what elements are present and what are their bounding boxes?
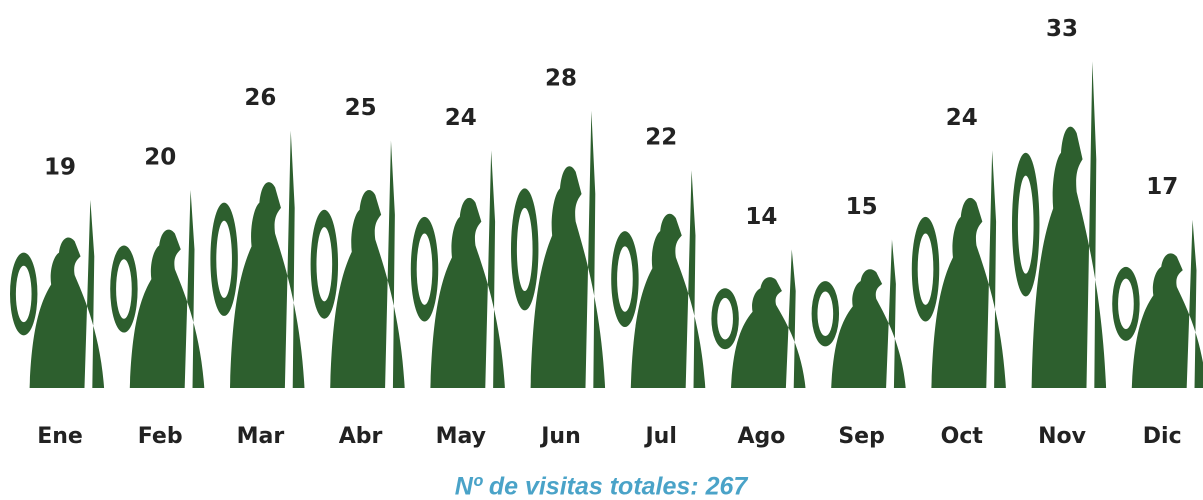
pictogram	[110, 190, 204, 388]
value-label: 28	[545, 65, 577, 91]
pictogram	[511, 111, 605, 388]
x-tick-label: Ene	[37, 424, 83, 449]
value-label: 24	[946, 105, 978, 131]
x-tick-label: Dic	[1143, 424, 1182, 449]
x-tick-label: Nov	[1038, 424, 1087, 449]
x-tick-label: Abr	[339, 424, 383, 449]
value-label: 26	[244, 85, 276, 111]
footer: Nº de visitas totales: 267	[455, 473, 749, 500]
pictogram	[812, 240, 906, 389]
value-label: 25	[345, 95, 377, 121]
value-label: 19	[44, 154, 76, 180]
x-tick-label: Oct	[941, 424, 984, 449]
value-label: 33	[1046, 16, 1078, 42]
pictogram	[210, 131, 304, 388]
x-tick-label: Jul	[644, 424, 677, 449]
value-label: 17	[1146, 174, 1178, 200]
x-tick-label: Mar	[237, 424, 285, 449]
pictogram	[1112, 220, 1203, 388]
value-label: 15	[846, 194, 878, 220]
pictogram	[311, 141, 405, 389]
pictogram	[711, 249, 805, 388]
pictogram	[1012, 61, 1106, 388]
pictogram	[611, 170, 705, 388]
x-tick-label: May	[436, 424, 486, 449]
x-tick-label: Ago	[737, 424, 785, 449]
x-tick-label: Feb	[138, 424, 183, 449]
x-tick-label: Jun	[539, 424, 581, 449]
chart: Nº de visitas totales: 267 19 Ene 20 Feb 26 M…	[0, 0, 1203, 500]
x-tick-label: Sep	[838, 424, 885, 449]
value-label: 24	[445, 105, 477, 131]
pictogram	[411, 150, 505, 388]
value-label: 20	[144, 145, 176, 171]
value-label: 14	[745, 204, 777, 230]
value-label: 22	[645, 125, 677, 151]
pictogram	[912, 150, 1006, 388]
pictogram	[10, 200, 104, 388]
